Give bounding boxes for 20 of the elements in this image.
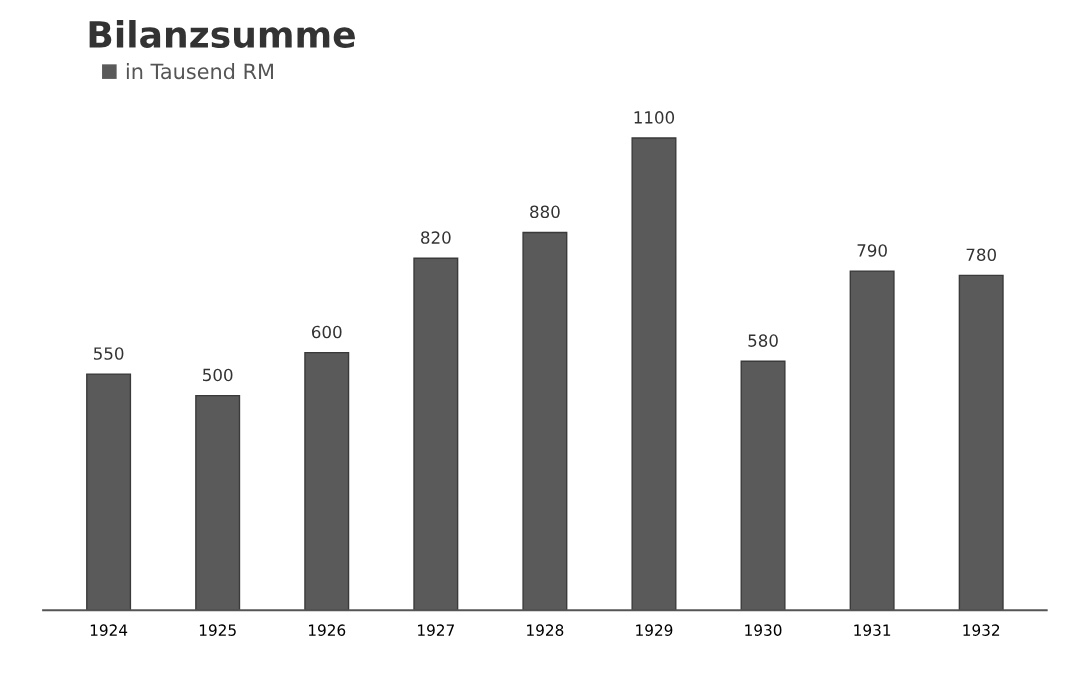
- x-tick-label: 1924: [90, 624, 128, 636]
- x-tick-label: 1929: [636, 624, 673, 636]
- x-tick-label: 1928: [527, 624, 564, 636]
- data-label: 790: [857, 244, 887, 257]
- legend-label: in Tausend RM: [126, 63, 273, 80]
- x-tick-label: 1932: [963, 624, 1000, 636]
- x-tick-label: 1927: [418, 624, 454, 636]
- data-label: 880: [530, 205, 560, 219]
- x-tick-label: 1931: [854, 624, 891, 636]
- chart-title: Bilanzsumme: [89, 20, 355, 48]
- data-label: 500: [203, 368, 233, 382]
- x-tick-label: 1925: [199, 624, 236, 636]
- data-label: 1100: [634, 111, 675, 124]
- data-label: 550: [93, 347, 124, 360]
- data-label: 600: [312, 325, 342, 339]
- data-label: 820: [421, 231, 451, 244]
- data-label: 780: [966, 248, 996, 262]
- x-tick-label: 1926: [308, 624, 346, 636]
- data-label: 580: [748, 334, 778, 347]
- x-tick-label: 1930: [745, 624, 782, 636]
